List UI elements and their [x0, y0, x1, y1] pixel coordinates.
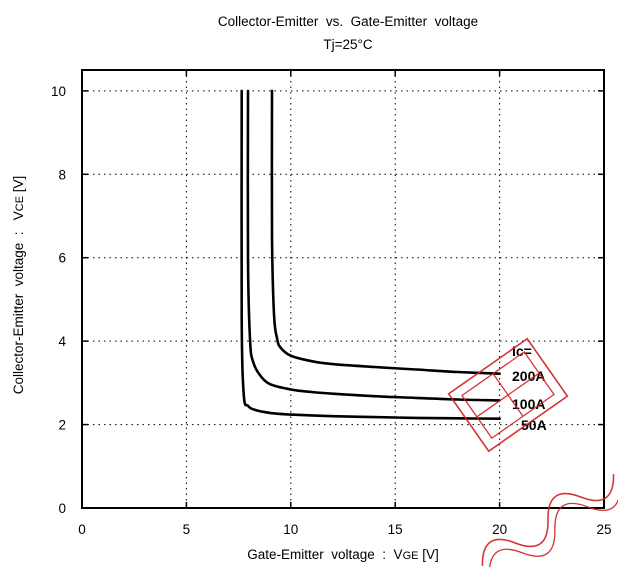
series-line-50a [240, 89, 501, 420]
x-tick-label: 5 [183, 522, 191, 537]
grid-lines [82, 70, 604, 508]
y-tick-label: 6 [58, 251, 66, 266]
y-tick-label: 8 [58, 167, 66, 182]
label-50a: 50A [521, 417, 547, 433]
y-tick-labels: 0 2 4 6 8 10 [51, 84, 67, 516]
series-lines [240, 89, 501, 420]
axis-ticks [81, 70, 605, 509]
x-tick-label: 25 [596, 522, 611, 537]
y-tick-label: 0 [58, 501, 66, 516]
label-100a: 100A [512, 396, 545, 412]
series-line-100a [246, 89, 501, 402]
y-tick-label: 10 [51, 84, 66, 99]
x-tick-label: 0 [78, 522, 86, 537]
plot-frame [81, 69, 605, 509]
series-line-200a [270, 89, 501, 375]
y-tick-label: 4 [58, 334, 66, 349]
watermark-stamp [447, 337, 618, 567]
chart-title: Collector-Emitter vs. Gate-Emitter volta… [218, 14, 478, 29]
x-tick-label: 15 [388, 522, 403, 537]
chart-subtitle: Tj=25°C [323, 37, 373, 52]
x-tick-label: 10 [283, 522, 298, 537]
y-tick-label: 2 [58, 418, 66, 433]
legend-title: Ic= [512, 343, 532, 359]
label-200a: 200A [512, 368, 545, 384]
x-tick-labels: 0 5 10 15 20 25 [78, 522, 611, 537]
y-axis-label: Collector-Emitter voltage : VCE [V] [11, 176, 26, 395]
x-tick-label: 20 [492, 522, 507, 537]
x-axis-label: Gate-Emitter voltage : VGE [V] [247, 547, 438, 562]
